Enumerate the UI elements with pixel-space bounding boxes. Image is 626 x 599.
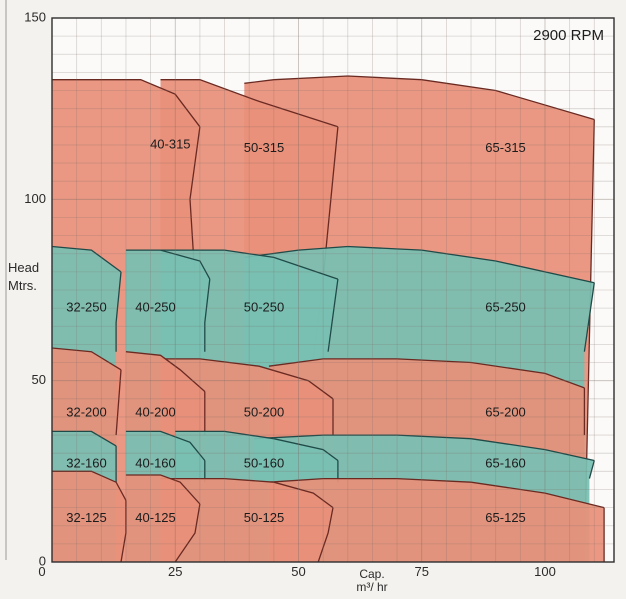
series-right-edge-50-125 (317, 507, 334, 562)
series-top-curve-32-160 (52, 430, 117, 447)
series-top-curve-40-315 (52, 79, 201, 128)
series-top-curve-32-125 (52, 470, 127, 501)
series-top-curve-40-250 (125, 249, 211, 280)
series-top-curve-65-200 (268, 358, 585, 389)
series-label-65-160: 65-160 (485, 456, 525, 471)
series-label-65-315: 65-315 (485, 140, 525, 155)
series-label-40-125: 40-125 (135, 510, 175, 525)
series-area-50-125 (160, 478, 333, 562)
plot-frame (51, 17, 615, 563)
series-right-edge-32-250 (115, 271, 122, 352)
x-tick-label: 50 (291, 564, 305, 579)
series-right-edge-40-250 (204, 279, 211, 352)
series-right-edge-65-250 (583, 282, 595, 352)
series-label-50-160: 50-160 (244, 456, 284, 471)
series-label-50-250: 50-250 (244, 300, 284, 315)
series-top-curve-50-250 (160, 249, 339, 280)
y-tick-label: 150 (24, 9, 46, 24)
series-label-40-160: 40-160 (135, 456, 175, 471)
series-top-curve-65-125 (268, 477, 605, 509)
series-label-65-125: 65-125 (485, 510, 525, 525)
x-tick-label: 100 (534, 564, 556, 579)
series-top-curve-65-160 (254, 434, 595, 462)
series-area-40-125 (125, 475, 200, 562)
series-top-curve-65-315 (244, 75, 595, 121)
y-axis-label-2: Mtrs. (8, 278, 37, 293)
series-label-32-250: 32-250 (66, 300, 106, 315)
series-area-65-125 (268, 478, 605, 562)
series-label-50-200: 50-200 (244, 405, 284, 420)
series-top-curve-50-125 (160, 477, 334, 509)
series-label-40-315: 40-315 (150, 136, 190, 151)
series-right-edge-32-200 (115, 369, 122, 436)
x-axis-label-2: m³/ hr (356, 580, 387, 594)
series-label-65-200: 65-200 (485, 405, 525, 420)
series-top-curve-40-125 (125, 474, 201, 505)
series-label-32-200: 32-200 (66, 405, 106, 420)
series-top-curve-32-200 (52, 347, 122, 371)
series-top-curve-50-200 (160, 358, 334, 400)
y-axis-label-1: Head (8, 260, 39, 275)
series-area-32-125 (52, 471, 126, 562)
x-tick-label: 75 (415, 564, 429, 579)
series-right-edge-65-160 (588, 460, 595, 479)
series-top-curve-40-160 (125, 430, 206, 461)
series-label-40-250: 40-250 (135, 300, 175, 315)
series-label-65-250: 65-250 (485, 300, 525, 315)
series-top-curve-40-200 (125, 351, 206, 392)
y-tick-label: 0 (39, 553, 46, 568)
series-label-32-160: 32-160 (66, 456, 106, 471)
x-tick-label: 25 (168, 564, 182, 579)
series-label-50-125: 50-125 (244, 510, 284, 525)
y-tick-label: 50 (32, 372, 46, 387)
series-right-edge-32-125 (120, 500, 127, 562)
series-label-40-200: 40-200 (135, 405, 175, 420)
series-top-curve-32-250 (52, 245, 122, 273)
chart-title: 2900 RPM (533, 27, 604, 44)
series-top-curve-65-250 (244, 245, 595, 284)
series-top-curve-50-315 (160, 79, 339, 128)
series-group (52, 75, 605, 562)
series-label-32-125: 32-125 (66, 510, 106, 525)
series-label-50-315: 50-315 (244, 140, 284, 155)
series-right-edge-50-250 (327, 279, 339, 352)
grid-group (52, 18, 614, 562)
series-right-edge-40-125 (174, 503, 201, 562)
x-tick-label: 0 (38, 564, 45, 579)
y-tick-label: 100 (24, 191, 46, 206)
series-top-curve-50-160 (175, 430, 339, 462)
x-axis-label-1: Cap. (359, 567, 384, 581)
